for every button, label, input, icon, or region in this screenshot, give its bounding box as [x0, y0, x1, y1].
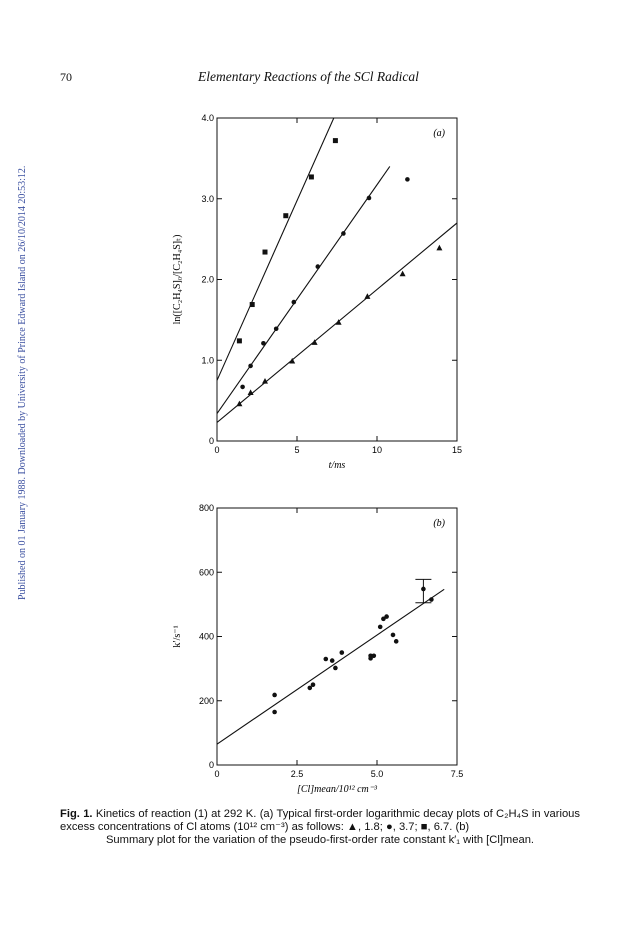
chart-a-point-square — [262, 249, 268, 255]
chart-b-point-circle — [272, 709, 277, 715]
chart-a-fit-line-circle — [217, 166, 391, 414]
chart-b-y-tick-label: 0 — [209, 760, 214, 770]
caption-line2: in various excess concentrations of Cl a… — [60, 808, 580, 833]
chart-b-y-tick-label: 800 — [199, 503, 214, 513]
chart-a-fit-line-square — [217, 118, 335, 381]
chart-b-x-tick-label: 2.5 — [291, 769, 304, 779]
chart-a-point-triangle — [436, 244, 443, 251]
chart-a-point-triangle — [262, 378, 268, 384]
chart-b-fit-line-circle — [217, 588, 445, 745]
chart-a-point-square — [236, 338, 242, 344]
chart-a-point-triangle — [335, 319, 342, 325]
chart-b-point-circle — [377, 624, 383, 630]
chart-b-point-circle — [371, 653, 377, 659]
chart-a-point-circle — [261, 340, 266, 346]
chart-a-point-triangle — [236, 400, 243, 407]
page-number: 70 — [60, 70, 72, 84]
chart-a-x-tick-label: 15 — [452, 445, 462, 455]
download-watermark: Published on 01 January 1988. Downloaded… — [12, 130, 30, 600]
sidebar-text: Published on 01 January 1988. Downloaded… — [17, 166, 28, 600]
chart-b-point-circle — [384, 614, 389, 619]
chart-b-point-circle — [323, 656, 329, 662]
chart-a-y-tick-label: 2.0 — [201, 275, 214, 285]
chart-b-point-circle — [307, 685, 313, 691]
chart-b-point-circle — [272, 692, 277, 698]
chart-b-point-circle — [368, 653, 373, 659]
figure-panels: 0 5 10 15 0 1.0 2.0 3.0 4.0 (a) t/ms ln([C₂H₄S]₀/[C… — [172, 113, 464, 795]
chart-a-point-circle — [291, 299, 297, 305]
chart-a-point-square — [308, 174, 314, 180]
chart-a-y-tick-label: 0 — [209, 436, 214, 446]
chart-a-point-circle — [248, 363, 253, 369]
chart-a-y-axis-label: ln([C₂H₄S]₀/[C₂H₄S]ₜ) — [172, 235, 183, 325]
chart-b-point-circle — [333, 665, 338, 671]
chart-b-x-tick-label: 5.0 — [371, 769, 384, 779]
chart-b-point-circle — [339, 650, 345, 655]
chart-b-point-circle — [329, 658, 335, 663]
chart-b-point-circle — [310, 682, 316, 687]
chart-b-x-tick-label: 7.5 — [451, 769, 464, 779]
chart-a-point-square — [283, 213, 289, 219]
chart-b-x-axis-label: [Cl]mean/10¹² cm⁻³ — [297, 784, 378, 795]
chart-b-point-circle — [390, 632, 396, 638]
chart-b-point-circle — [429, 597, 434, 602]
caption-label: Fig. 1. — [60, 808, 93, 820]
chart-a-x-axis-label: t/ms — [329, 460, 346, 471]
caption-line3: Summary plot for the variation of the ps… — [105, 834, 535, 846]
chart-a-y-tick-label: 3.0 — [201, 194, 214, 204]
chart-b-y-tick-label: 600 — [199, 567, 214, 577]
figure-caption: Fig. 1. Kinetics of reaction (1) at 292 … — [60, 808, 580, 847]
running-head: Elementary Reactions of the SCl Radical — [198, 69, 419, 84]
chart-b-y-tick-label: 400 — [199, 632, 214, 642]
chart-b-y-tick-label: 200 — [199, 696, 214, 706]
chart-a-point-circle — [273, 326, 279, 332]
chart-a-point-circle — [240, 384, 245, 390]
chart-a-x-tick-label: 0 — [214, 445, 219, 455]
chart-a-point-triangle — [364, 293, 371, 299]
chart-a-point-circle — [405, 177, 410, 182]
chart-b-point-circle — [393, 639, 399, 644]
chart-a-point-triangle — [399, 270, 406, 277]
chart-a-point-circle — [341, 231, 346, 236]
caption-line1: Kinetics of reaction (1) at 292 K. (a) T… — [95, 808, 529, 820]
chart-a-point-square — [332, 138, 338, 144]
chart-a-point-square — [249, 302, 255, 308]
chart-a-y-tick-label: 1.0 — [201, 355, 214, 365]
chart-b-frame — [216, 507, 458, 766]
chart-a-point-triangle — [289, 357, 296, 364]
chart-a-y-tick-label: 4.0 — [201, 113, 214, 123]
chart-b-panel-label: (b) — [433, 518, 445, 529]
chart-a-point-triangle — [311, 339, 318, 345]
chart-b-x-tick-label: 0 — [214, 769, 219, 779]
chart-b-y-axis-label: k′/s⁻¹ — [172, 625, 183, 647]
chart-a-x-tick-label: 10 — [372, 445, 382, 455]
chart-a-point-circle — [366, 195, 372, 201]
chart-a-x-tick-label: 5 — [294, 445, 299, 455]
chart-a-point-circle — [315, 264, 321, 269]
chart-a-point-triangle — [247, 389, 254, 395]
chart-b-point-circle — [381, 616, 386, 622]
chart-a-panel-label: (a) — [433, 128, 445, 139]
